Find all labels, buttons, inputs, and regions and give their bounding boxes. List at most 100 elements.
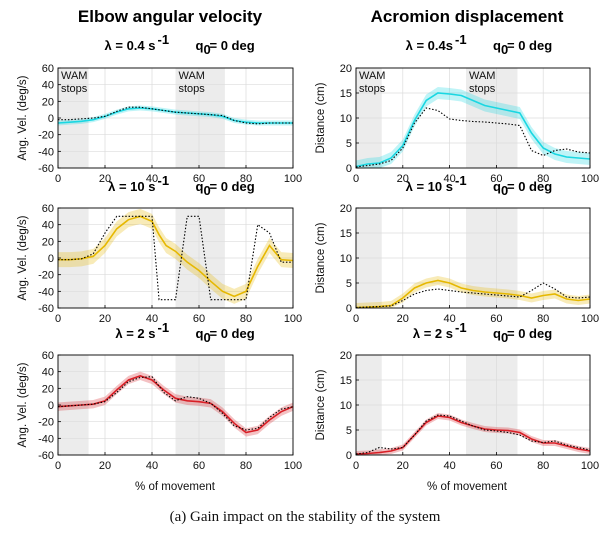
wam-stops-label: WAM xyxy=(61,70,87,82)
y-tick-label: 5 xyxy=(346,425,352,437)
x-tick-label: 20 xyxy=(397,460,409,472)
x-tick-label: 80 xyxy=(537,173,549,185)
panel-title-q0-subscript: 0 xyxy=(204,42,211,57)
panel-title-exponent: -1 xyxy=(158,32,170,47)
y-axis-label: Distance (cm) xyxy=(315,82,327,153)
panel-title-q0-value: = 0 deg xyxy=(210,38,255,53)
panel-title-exponent: -1 xyxy=(455,320,467,335)
panel-vel-10: 0 20 40 60 80 100 -60 -40 -20 0 20 40 60 Ang. Vel. (d… xyxy=(17,173,302,325)
x-tick-label: 0 xyxy=(353,313,359,325)
x-tick-label: 40 xyxy=(146,173,158,185)
x-axis-label-right: % of movement xyxy=(427,481,508,493)
panel-title-q0-value: = 0 deg xyxy=(507,38,552,53)
y-tick-label: 0 xyxy=(346,450,352,462)
panel-disp-10: 0 20 40 60 80 100 0 5 10 15 20 Distance (cm) λ = 10 … xyxy=(315,173,599,325)
y-tick-label: 0 xyxy=(346,163,352,175)
x-tick-label: 20 xyxy=(99,460,111,472)
y-tick-label: 20 xyxy=(42,383,54,395)
x-tick-label: 0 xyxy=(55,173,61,185)
x-tick-label: 80 xyxy=(537,313,549,325)
x-tick-label: 0 xyxy=(55,313,61,325)
y-tick-label: 0 xyxy=(346,303,352,315)
panel-disp-2: 0 20 40 60 80 100 0 5 10 15 20 Distance (cm) λ = 2 s… xyxy=(315,320,599,472)
y-tick-label: -20 xyxy=(38,417,54,429)
x-tick-label: 20 xyxy=(397,313,409,325)
x-tick-label: 60 xyxy=(490,460,502,472)
panel-title-lambda: λ = 10 s xyxy=(406,179,453,194)
x-tick-label: 60 xyxy=(490,313,502,325)
series-reference-line xyxy=(58,106,293,125)
y-tick-label: -40 xyxy=(38,433,54,445)
series-reference-line xyxy=(355,107,591,168)
series-band xyxy=(58,208,293,304)
panel-title-q0: q xyxy=(493,326,501,341)
panel-title-lambda: λ = 2 s xyxy=(115,326,155,341)
wam-stops-label: stops xyxy=(179,83,206,95)
y-tick-label: 0 xyxy=(48,113,54,125)
y-tick-label: -20 xyxy=(38,130,54,142)
x-tick-label: 40 xyxy=(443,313,455,325)
panel-title-exponent: -1 xyxy=(455,173,467,188)
y-tick-label: 0 xyxy=(48,253,54,265)
x-axis-label-left: % of movement xyxy=(135,481,216,493)
series-reference-line xyxy=(57,376,294,431)
x-tick-label: 100 xyxy=(284,173,302,185)
x-tick-label: 80 xyxy=(240,313,252,325)
x-tick-label: 40 xyxy=(443,460,455,472)
panel-title-lambda: λ = 0.4s xyxy=(406,38,453,53)
column-title-velocity: Elbow angular velocity xyxy=(78,7,263,26)
wam-stops-label: stops xyxy=(359,83,386,95)
series-reference-line xyxy=(355,414,591,455)
series-band xyxy=(356,87,590,168)
x-tick-label: 60 xyxy=(193,460,205,472)
series-band xyxy=(356,276,590,308)
wam-stops-label: stops xyxy=(469,83,496,95)
y-tick-label: 20 xyxy=(42,96,54,108)
panel-title-lambda: λ = 10 s xyxy=(108,179,155,194)
y-tick-label: -60 xyxy=(38,163,54,175)
panel-title-exponent: -1 xyxy=(158,320,170,335)
wam-stops-label: WAM xyxy=(179,70,205,82)
panel-title-q0-value: = 0 deg xyxy=(507,179,552,194)
x-tick-label: 0 xyxy=(353,460,359,472)
panel-title-q0: q xyxy=(493,38,501,53)
column-title-displacement: Acromion displacement xyxy=(371,7,564,26)
y-tick-label: 60 xyxy=(42,63,54,75)
y-tick-label: -60 xyxy=(38,303,54,315)
panel-title-q0-subscript: 0 xyxy=(204,183,211,198)
y-tick-label: 20 xyxy=(340,63,352,75)
x-tick-label: 40 xyxy=(146,313,158,325)
x-tick-label: 100 xyxy=(581,460,599,472)
y-tick-label: 5 xyxy=(346,278,352,290)
panel-title-q0: q xyxy=(196,38,204,53)
x-tick-label: 80 xyxy=(240,460,252,472)
y-tick-label: 0 xyxy=(48,400,54,412)
y-tick-label: -20 xyxy=(38,270,54,282)
y-tick-label: 60 xyxy=(42,350,54,362)
x-tick-label: 100 xyxy=(581,313,599,325)
panel-title-q0-subscript: 0 xyxy=(501,330,508,345)
y-tick-label: 20 xyxy=(340,203,352,215)
x-tick-label: 0 xyxy=(353,173,359,185)
x-tick-label: 60 xyxy=(193,313,205,325)
y-tick-label: 10 xyxy=(340,253,352,265)
y-axis-label: Ang. Vel. (deg/s) xyxy=(17,75,29,160)
y-tick-label: 5 xyxy=(346,138,352,150)
x-tick-label: 80 xyxy=(537,460,549,472)
panel-title-q0-subscript: 0 xyxy=(501,183,508,198)
panel-title-q0-value: = 0 deg xyxy=(507,326,552,341)
panel-title-q0-value: = 0 deg xyxy=(210,326,255,341)
panel-disp-0.4: 0 20 40 60 80 100 0 5 10 15 20 Distance (cm) λ = 0.4… xyxy=(315,32,599,185)
y-tick-label: 10 xyxy=(340,113,352,125)
series-band xyxy=(356,413,590,455)
y-tick-label: 15 xyxy=(340,88,352,100)
series-mean-line xyxy=(58,215,294,298)
x-tick-label: 100 xyxy=(284,313,302,325)
panel-title-q0-value: = 0 deg xyxy=(210,179,255,194)
panel-vel-2: 0 20 40 60 80 100 -60 -40 -20 0 20 40 60 Ang. Vel. (d… xyxy=(17,320,302,472)
y-tick-label: -40 xyxy=(38,286,54,298)
x-tick-label: 40 xyxy=(443,173,455,185)
x-tick-label: 60 xyxy=(193,173,205,185)
